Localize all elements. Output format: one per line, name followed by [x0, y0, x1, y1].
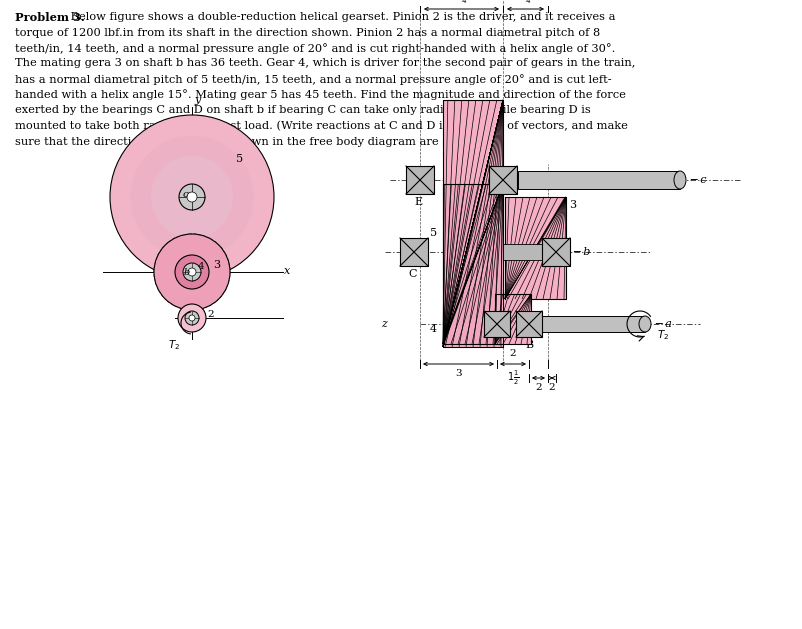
Circle shape: [175, 255, 209, 289]
Polygon shape: [488, 166, 516, 194]
Text: F: F: [505, 197, 513, 207]
Circle shape: [154, 234, 229, 310]
Polygon shape: [484, 311, 509, 337]
Text: 3: 3: [455, 369, 461, 378]
Text: A: A: [492, 340, 500, 350]
Text: $3\frac{1}{4}$: $3\frac{1}{4}$: [454, 0, 468, 6]
Text: 2: 2: [509, 349, 516, 358]
Text: The mating gera 3 on shaft b has 36 teeth. Gear 4, which is driver for the secon: The mating gera 3 on shaft b has 36 teet…: [15, 58, 634, 69]
Circle shape: [183, 263, 200, 281]
Text: has a normal diametral pitch of 5 teeth/in, 15 teeth, and a normal pressure angl: has a normal diametral pitch of 5 teeth/…: [15, 74, 611, 85]
Text: Problem 3.: Problem 3.: [15, 12, 85, 23]
Text: 3: 3: [213, 260, 221, 270]
Text: ─ a: ─ a: [654, 319, 671, 329]
Polygon shape: [516, 311, 541, 337]
Text: 5: 5: [429, 228, 436, 238]
Bar: [443, 100, 502, 347]
Bar: [504, 197, 565, 299]
Circle shape: [188, 268, 196, 276]
Text: c: c: [182, 191, 188, 199]
Circle shape: [179, 184, 205, 210]
Text: 5: 5: [236, 154, 243, 164]
Text: $1\frac{1}{2}$: $1\frac{1}{2}$: [506, 369, 519, 387]
Ellipse shape: [673, 171, 685, 189]
Text: b: b: [184, 269, 190, 277]
Text: torque of 1200 lbf.in from its shaft in the direction shown. Pinion 2 has a norm: torque of 1200 lbf.in from its shaft in …: [15, 28, 600, 38]
Text: ─ c: ─ c: [689, 175, 706, 185]
Text: $3\frac{1}{4}$: $3\frac{1}{4}$: [518, 0, 532, 6]
Text: E: E: [413, 197, 422, 207]
Text: a: a: [191, 296, 196, 306]
Circle shape: [178, 304, 206, 332]
Circle shape: [188, 315, 195, 321]
Bar: [502, 244, 555, 260]
Text: sure that the directions of the forces shown in the free body diagram are correc: sure that the directions of the forces s…: [15, 136, 488, 147]
Text: ─ b: ─ b: [573, 247, 589, 257]
Text: 3: 3: [569, 200, 575, 210]
Text: Below figure shows a double-reduction helical gearset. Pinion 2 is the driver, a: Below figure shows a double-reduction he…: [67, 12, 615, 22]
Text: handed with a helix angle 15°. Mating gear 5 has 45 teeth. Find the magnitude an: handed with a helix angle 15°. Mating ge…: [15, 89, 625, 101]
Text: teeth/in, 14 teeth, and a normal pressure angle of 20° and is cut right-handed w: teeth/in, 14 teeth, and a normal pressur…: [15, 43, 614, 54]
Text: exerted by the bearings C and D on shaft b if bearing C can take only radial loa: exerted by the bearings C and D on shaft…: [15, 105, 590, 115]
Text: 4: 4: [429, 324, 436, 334]
Bar: [517, 171, 679, 189]
Text: B: B: [525, 340, 533, 350]
Text: 2: 2: [548, 383, 555, 392]
Circle shape: [151, 156, 233, 238]
Text: D: D: [551, 269, 560, 279]
Polygon shape: [406, 166, 433, 194]
Bar: [443, 184, 502, 344]
Text: z: z: [381, 319, 387, 329]
Circle shape: [110, 115, 273, 279]
Polygon shape: [541, 238, 569, 266]
Circle shape: [187, 192, 196, 202]
Text: $T_2$: $T_2$: [656, 328, 668, 342]
Bar: [541, 316, 644, 332]
Text: 4: 4: [197, 262, 204, 272]
Text: y: y: [194, 95, 200, 105]
Circle shape: [184, 311, 199, 325]
Text: x: x: [284, 266, 290, 276]
Text: $T_2$: $T_2$: [168, 338, 180, 352]
Text: 2: 2: [534, 383, 541, 392]
Circle shape: [131, 135, 253, 259]
Text: C: C: [408, 269, 417, 279]
Text: 2: 2: [208, 311, 214, 320]
Ellipse shape: [638, 316, 650, 332]
Bar: [494, 294, 530, 344]
Polygon shape: [399, 238, 427, 266]
Text: mounted to take both radial and thrust load. (Write reactions at C and D in the : mounted to take both radial and thrust l…: [15, 121, 627, 131]
